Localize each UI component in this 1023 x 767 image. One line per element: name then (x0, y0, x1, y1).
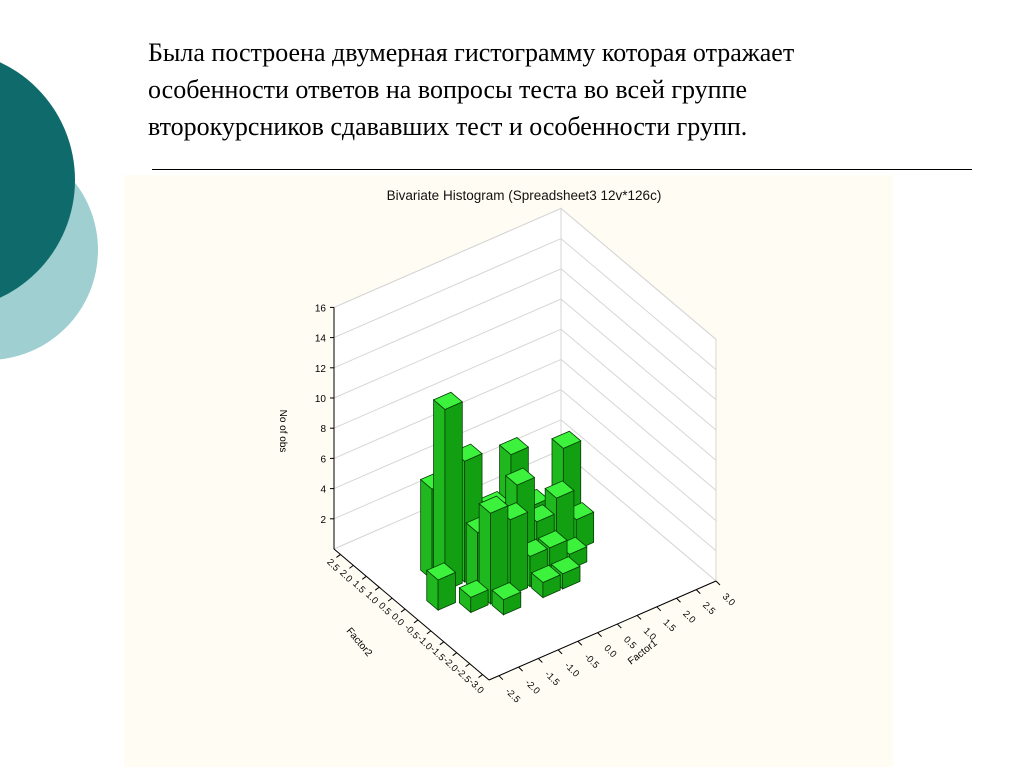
factor1-tick (616, 623, 622, 629)
factor2-tick-label: 2.0 (337, 568, 354, 585)
bar-top-face (544, 480, 575, 499)
z-tick-label: 8 (320, 424, 326, 435)
grid-line-right-6 (560, 359, 717, 491)
grid-line-left-8 (333, 328, 562, 429)
grid-line-right-8 (560, 328, 717, 461)
factor1-tick-label: 2.5 (700, 600, 717, 617)
histogram-bar (491, 582, 522, 616)
factor2-tick (465, 663, 470, 668)
factor1-tick (636, 615, 642, 620)
slide-text: Была построена двумерная гистограмму кот… (148, 34, 948, 145)
z-tick-label: 6 (320, 454, 326, 465)
factor2-tick (349, 564, 354, 569)
factor1-tick (577, 640, 583, 646)
factor2-tick (336, 554, 341, 558)
grid-line-right-4 (560, 389, 717, 521)
bar-top-face (478, 495, 509, 514)
factor2-tick (452, 652, 458, 657)
factor2-tick-label: 1.0 (363, 590, 380, 607)
bar-top-face (550, 556, 581, 575)
factor2-axis-label: Factor2 (344, 626, 374, 659)
bar-right-face (509, 511, 529, 596)
histogram-bar (458, 579, 489, 614)
z-tick-label: 12 (315, 364, 327, 375)
factor2-tick (400, 608, 406, 613)
factor2-tick (387, 597, 393, 602)
z-axis-label: No of obs (277, 410, 288, 453)
factor1-tick (676, 597, 681, 603)
slide-text-line-1: Была построена двумерная гистограмму кот… (148, 38, 795, 67)
histogram-bar (478, 495, 509, 605)
decorative-circles (0, 0, 120, 420)
factor1-tick (695, 589, 701, 594)
grid-line-right-16 (560, 208, 717, 340)
grid-line-left-12 (333, 268, 562, 369)
z-tick-label: 2 (320, 515, 326, 526)
factor1-tick (498, 675, 504, 681)
factor1-tick-label: 2.0 (680, 609, 697, 626)
factor2-tick (439, 641, 445, 646)
factor2-tick-label: 2.5 (324, 557, 341, 574)
factor1-tick-label: 0.5 (621, 634, 638, 651)
bar-right-face (444, 401, 463, 592)
bar-left-face (420, 478, 433, 581)
factor1-tick-label: -0.5 (582, 652, 601, 671)
chart-title: Bivariate Histogram (Spreadsheet3 12v*12… (386, 188, 662, 203)
factor1-tick-label: -1.0 (562, 660, 581, 679)
factor2-axis (333, 548, 490, 681)
factor1-tick-label: -1.5 (542, 669, 561, 688)
dark-teal-circle (0, 62, 75, 298)
grid-line-right-2 (560, 419, 717, 552)
z-tick-label: 16 (315, 303, 327, 314)
grid-line-left-14 (333, 238, 562, 339)
slide-text-line-2: особенности ответов на вопросы теста во … (148, 75, 748, 104)
grid-line-left-10 (333, 298, 562, 399)
bar-top-face (504, 467, 536, 486)
bar-left-face (433, 398, 446, 592)
factor1-tick-label: -2.0 (522, 677, 541, 696)
bar-top-face (425, 562, 457, 581)
bar-top-face (432, 391, 464, 410)
z-tick-label: 10 (315, 394, 327, 405)
bar-top-face (458, 579, 489, 598)
factor1-tick (597, 632, 602, 638)
factor2-tick-label: 0.0 (389, 611, 406, 628)
factor1-tick (715, 580, 721, 586)
bar-top-face (530, 564, 562, 583)
divider-line (152, 169, 972, 170)
bar-top-face (491, 582, 522, 601)
factor2-tick (478, 674, 483, 678)
bar-top-face (537, 530, 568, 549)
factor2-tick (413, 619, 419, 624)
factor1-tick (537, 658, 543, 663)
bar-top-face (498, 437, 530, 456)
factor2-tick-label: 1.5 (350, 579, 367, 596)
z-tick-label: 14 (315, 334, 327, 345)
factor1-tick (557, 649, 563, 655)
factor1-axis (488, 580, 717, 681)
chart-panel: Bivariate Histogram (Spreadsheet3 12v*12… (124, 175, 893, 767)
factor1-tick-label: -2.5 (503, 686, 522, 705)
factor2-tick-label: 0.5 (376, 600, 393, 617)
histogram-3d: 2 4 6 8 10 12 14 16 No of obs -2.5 -2.0 -1.5 -1.0 -0.… (277, 207, 737, 705)
factor2-tick (426, 630, 432, 635)
histogram-bar (425, 562, 457, 612)
grid-line-left-16 (333, 207, 562, 308)
grid-line-right-14 (560, 238, 717, 370)
histogram-bar (530, 564, 562, 599)
slide-text-line-3: второкурсников сдававших тест и особенно… (148, 112, 748, 141)
factor1-tick-label: 3.0 (720, 591, 737, 608)
bar-top-face (551, 430, 582, 449)
factor2-tick (374, 586, 380, 591)
factor1-tick-label: 0.0 (601, 643, 618, 660)
histogram-bar (432, 391, 464, 592)
decorative-circles-svg (0, 62, 98, 360)
factor2-tick (361, 575, 367, 580)
factor1-tick (656, 606, 662, 612)
grid-line-right-12 (560, 268, 717, 401)
z-tick-label: 4 (320, 485, 326, 496)
factor1-tick (518, 666, 523, 672)
grid-line-right-10 (560, 298, 717, 431)
factor1-tick-label: 1.5 (661, 617, 678, 634)
